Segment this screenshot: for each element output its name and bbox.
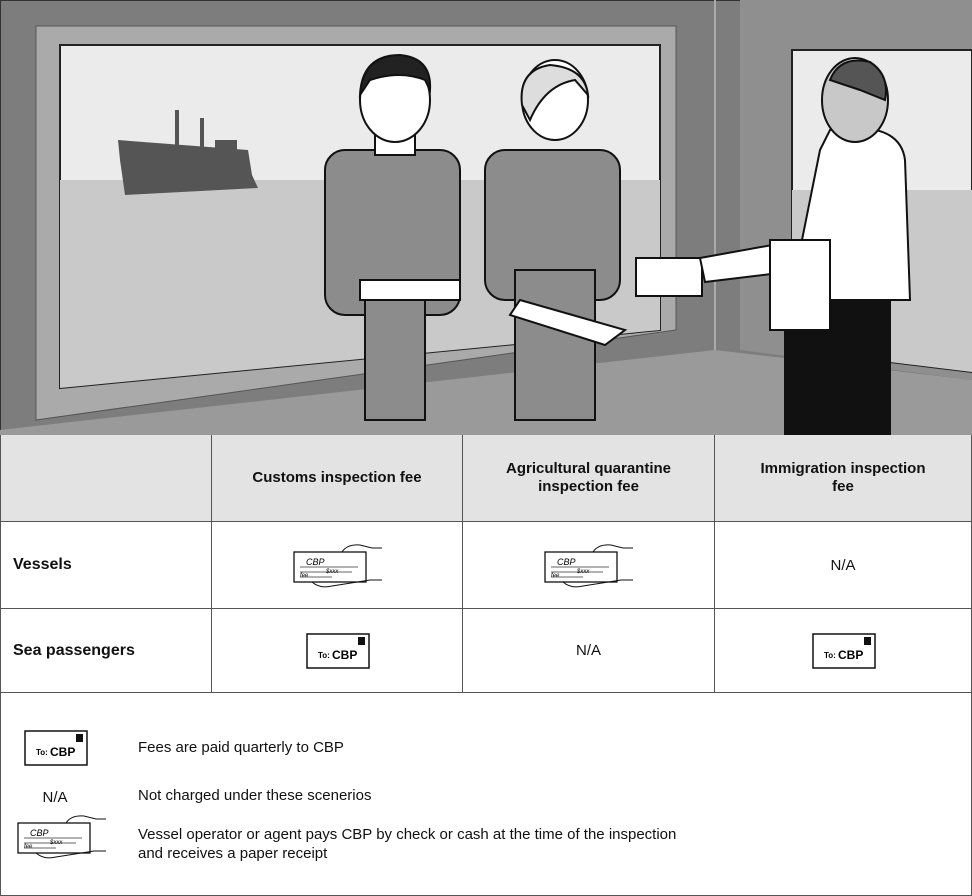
check-icon: CBP$xxx fee bbox=[17, 815, 106, 859]
ship-mast bbox=[175, 110, 179, 145]
icon-payee: CBP bbox=[557, 557, 576, 567]
invoice-icon: To: CBP bbox=[811, 633, 876, 669]
icon-hand bbox=[562, 579, 633, 587]
icon-to: To: bbox=[318, 651, 330, 660]
icon-amount: $xxx bbox=[49, 840, 63, 846]
check-icon: CBP$xxx fee bbox=[292, 543, 382, 587]
check-icon: CBP$xxx fee bbox=[544, 543, 633, 587]
floor bbox=[0, 350, 972, 436]
icon-stamp bbox=[76, 734, 83, 742]
icon-hand bbox=[592, 543, 633, 552]
icon-memo: fee bbox=[551, 573, 560, 579]
icon-amount: $xxx bbox=[576, 569, 590, 575]
invoice-icon: To: CBP bbox=[24, 730, 88, 766]
icon-memo: fee bbox=[300, 573, 309, 579]
not-applicable: N/A bbox=[715, 522, 972, 609]
column-header: Agricultural quarantine inspection fee bbox=[463, 435, 715, 522]
ship-cabin bbox=[215, 140, 237, 154]
icon-payee: CBP bbox=[30, 828, 49, 838]
icon-hand bbox=[341, 543, 382, 552]
icon-stamp bbox=[863, 637, 871, 645]
header-cell bbox=[0, 435, 212, 522]
table-cell bbox=[463, 522, 715, 609]
icon-lines bbox=[551, 566, 609, 577]
icon-lines bbox=[299, 566, 358, 577]
icon-hand bbox=[311, 579, 382, 587]
icon-lines bbox=[24, 837, 82, 849]
not-applicable: N/A bbox=[463, 609, 715, 693]
icon-payee: CBP bbox=[332, 648, 357, 662]
legend-text: Fees are paid quarterly to CBP bbox=[138, 739, 344, 756]
ship-mast bbox=[200, 118, 204, 148]
icon-hand bbox=[65, 815, 106, 824]
officer-2 bbox=[484, 59, 703, 421]
icon-payee: CBP bbox=[306, 557, 325, 567]
legend-text: Vessel operator or agent pays CBP by che… bbox=[138, 826, 677, 862]
legend-symbol: N/A bbox=[42, 789, 68, 806]
officer-1 bbox=[324, 53, 461, 421]
column-header: Immigration inspection fee bbox=[715, 435, 972, 522]
icon-to: To: bbox=[824, 651, 836, 660]
column-header: Customs inspection fee bbox=[212, 435, 463, 522]
icon-stamp bbox=[357, 637, 365, 645]
icon-to: To: bbox=[36, 748, 48, 757]
icon-hand bbox=[35, 850, 106, 859]
row-label: Sea passengers bbox=[0, 609, 212, 693]
illustration bbox=[0, 0, 972, 436]
icon-memo: fee bbox=[24, 844, 33, 850]
table-cell bbox=[212, 522, 463, 609]
table-cell bbox=[212, 609, 463, 693]
icon-amount: $xxx bbox=[325, 569, 339, 575]
legend-text: Not charged under these scenerios bbox=[138, 787, 372, 804]
row-label: Vessels bbox=[0, 522, 212, 609]
icon-payee: CBP bbox=[50, 745, 75, 759]
invoice-icon: To: CBP bbox=[305, 633, 370, 669]
visitor bbox=[698, 57, 912, 436]
icon-payee: CBP bbox=[838, 648, 863, 662]
